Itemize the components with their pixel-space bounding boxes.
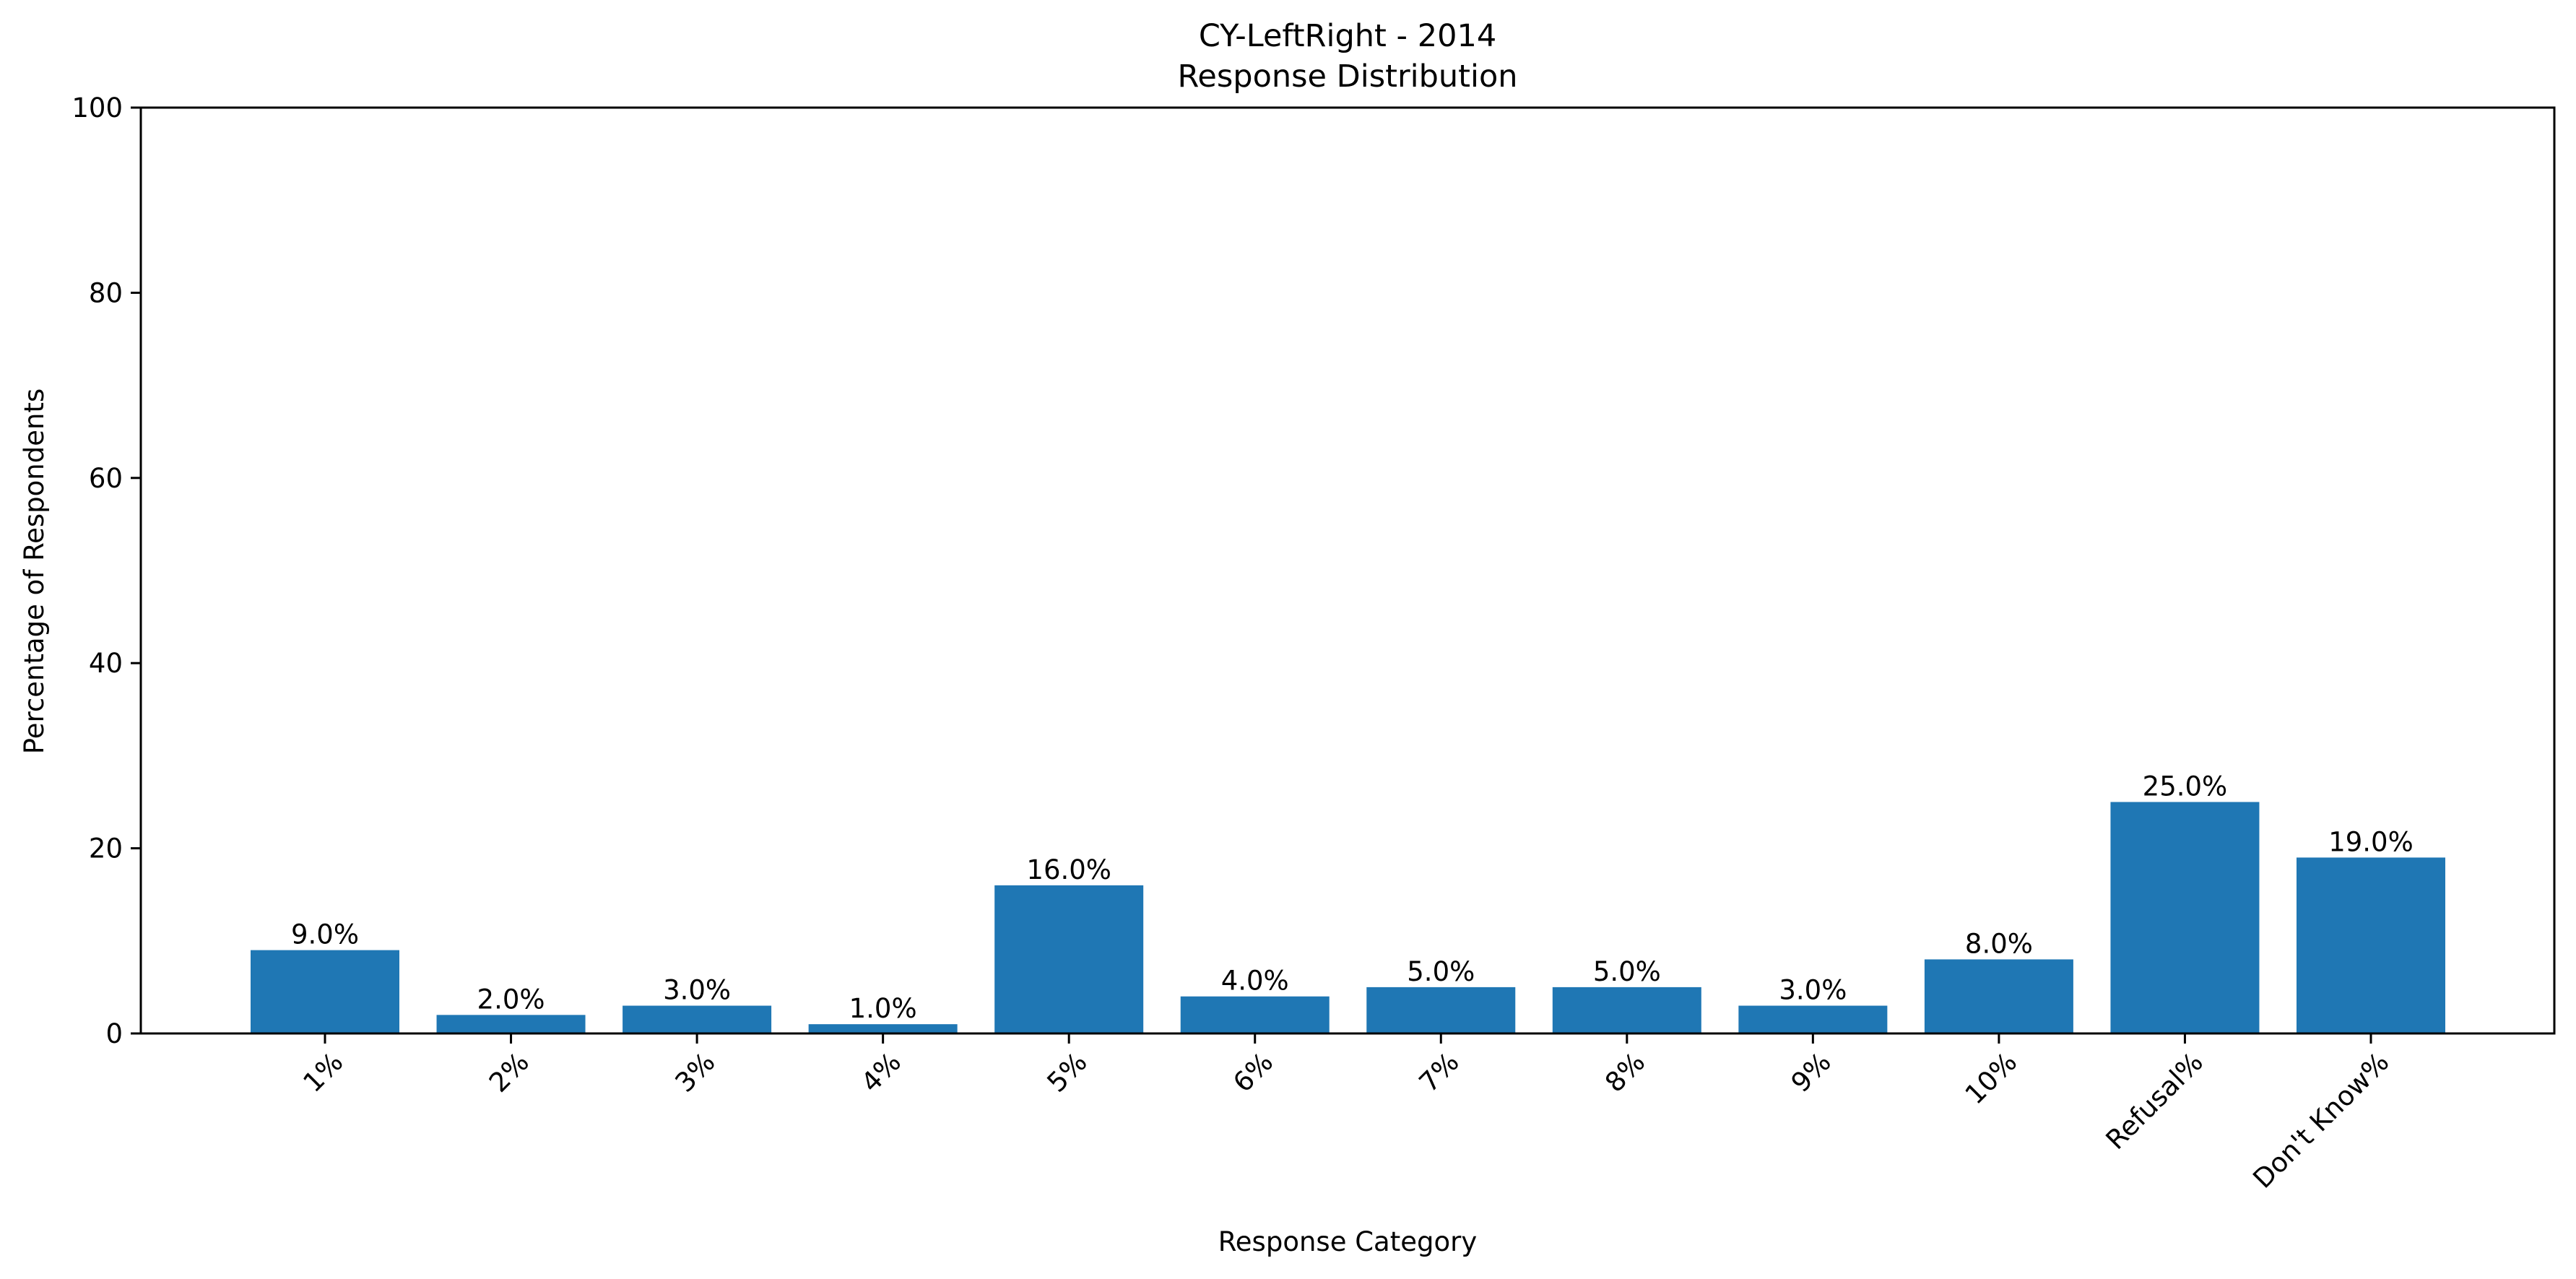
bar xyxy=(1924,959,2073,1033)
x-tick-label: 6% xyxy=(1227,1046,1279,1098)
x-tick-label: 4% xyxy=(855,1046,907,1098)
y-tick-label: 0 xyxy=(105,1018,123,1049)
bar xyxy=(1180,996,1330,1033)
bar xyxy=(1552,987,1701,1033)
x-tick-label: 3% xyxy=(669,1046,721,1098)
x-tick-label: 8% xyxy=(1599,1046,1651,1098)
chart-title: CY-LeftRight - 2014 xyxy=(1199,18,1496,54)
x-axis-label: Response Category xyxy=(1218,1226,1477,1257)
bar xyxy=(1366,987,1516,1033)
data-label: 8.0% xyxy=(1965,928,2033,959)
y-tick-label: 60 xyxy=(89,463,123,494)
x-tick-label: 10% xyxy=(1959,1046,2024,1111)
data-label: 4.0% xyxy=(1221,966,1289,997)
bar xyxy=(808,1024,958,1033)
data-label: 9.0% xyxy=(291,919,359,950)
data-label: 3.0% xyxy=(1779,975,1847,1006)
data-label: 2.0% xyxy=(477,984,545,1015)
plot-area: 9.0% 1% 2.0% 2% 3.0% 3% 1.0% 4% 16.0% 5% 4.0% 6% 5.0… xyxy=(71,92,2556,1195)
x-tick-label: Don't Know% xyxy=(2247,1046,2395,1195)
bar xyxy=(436,1015,586,1033)
x-tick-label: 7% xyxy=(1413,1046,1465,1098)
bar xyxy=(994,885,1144,1033)
x-tick-label: 9% xyxy=(1785,1046,1837,1098)
bar xyxy=(623,1005,772,1033)
bar xyxy=(251,950,399,1033)
bar xyxy=(2297,857,2445,1033)
x-tick-label: 2% xyxy=(483,1046,535,1098)
x-tick-label: 1% xyxy=(297,1046,349,1098)
x-tick-label: 5% xyxy=(1041,1046,1093,1098)
data-label: 5.0% xyxy=(1593,956,1661,987)
y-tick-label: 80 xyxy=(89,277,123,308)
y-tick-label: 40 xyxy=(89,648,123,679)
data-label: 16.0% xyxy=(1026,854,1111,885)
y-tick-label: 20 xyxy=(89,833,123,864)
bar xyxy=(2110,802,2260,1033)
data-label: 19.0% xyxy=(2328,826,2414,857)
data-label: 1.0% xyxy=(849,993,917,1024)
data-label: 25.0% xyxy=(2143,771,2228,802)
bar xyxy=(1738,1005,1888,1033)
y-tick-label: 100 xyxy=(71,92,123,123)
y-axis-label: Percentage of Respondents xyxy=(19,389,50,754)
data-label: 5.0% xyxy=(1407,956,1475,987)
x-tick-label: Refusal% xyxy=(2100,1046,2209,1156)
axes-frame xyxy=(139,106,2556,1035)
chart-subtitle: Response Distribution xyxy=(1177,58,1517,95)
data-label: 3.0% xyxy=(663,975,731,1006)
